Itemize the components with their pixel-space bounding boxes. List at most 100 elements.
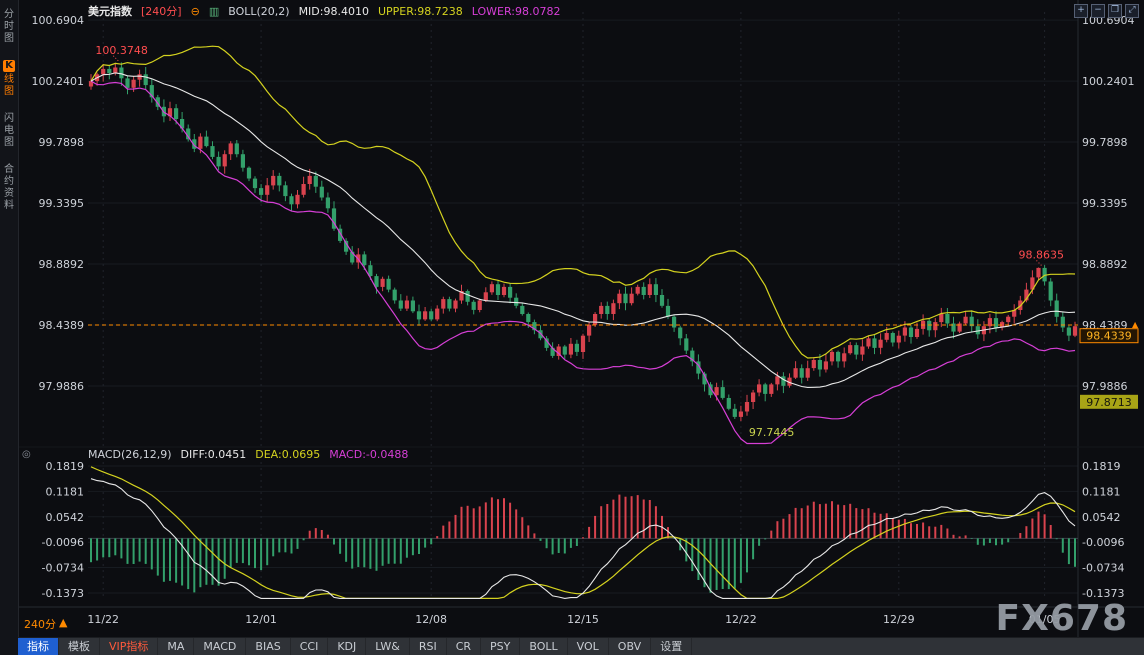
price-tick-left: 99.3395 [39,197,85,210]
macd-macd-value: MACD:-0.0488 [329,448,409,461]
sidebar-item-char: 分 [4,9,14,20]
toolbar-settings[interactable]: 设置 [651,638,693,655]
toolbar-ind-kdj[interactable]: KDJ [328,638,367,655]
price-tick-right: 98.8892 [1082,258,1128,271]
macd-diff-value: DIFF:0.0451 [180,448,247,461]
sidebar-item-char: 合 [4,164,14,175]
toolbar-ind-macd[interactable]: MACD [194,638,247,655]
sidebar-item-char: 线 [4,74,14,85]
band-price-badge: 97.8713 [1080,394,1138,409]
macd-tick-left: 0.1181 [46,485,85,498]
toolbar-ind-boll[interactable]: BOLL [520,638,568,655]
sidebar-item-char: 时 [4,21,14,32]
date-tick: 01/05 [1029,613,1061,626]
toolbar-ind-cr[interactable]: CR [447,638,482,655]
boll-upper-value: UPPER:98.7238 [377,4,463,18]
macd-tick-left: 0.1819 [46,460,85,473]
date-tick: 12/22 [725,613,757,626]
toolbar-tab-indicators[interactable]: 指标 [18,638,59,655]
toolbar-ind-vol[interactable]: VOL [568,638,609,655]
date-tick: 12/15 [567,613,599,626]
price-annotation: 97.7445 [749,426,795,439]
date-tick: 12/29 [883,613,915,626]
toolbar-ind-bias[interactable]: BIAS [246,638,291,655]
price-tick-left: 98.4389 [39,319,85,332]
macd-tick-right: 0.0542 [1082,511,1121,524]
chart-style-icon[interactable]: ▥ [208,4,220,18]
date-tick: 11/22 [87,613,119,626]
restore-icon[interactable]: ❐ [1108,4,1122,18]
price-up-arrow: ▲ [1132,320,1139,329]
price-tick-right: 100.2401 [1082,75,1135,88]
sidebar-item-char: 图 [4,86,14,97]
toolbar-tab-templates[interactable]: 模板 [59,638,100,655]
sidebar-item-contract-info[interactable]: 合约资料 [0,164,18,212]
toolbar-ind-obv[interactable]: OBV [609,638,652,655]
toolbar-tab-vip-indicators[interactable]: VIP指标 [100,638,159,655]
zoom-out-icon[interactable]: − [1091,4,1105,18]
sidebar-item-char: 约 [4,176,14,187]
window-controls: + − ❐ ⤢ [1074,4,1139,18]
badge-text: 98.4339 [1086,330,1132,343]
toolbar-ind-lw[interactable]: LW& [366,638,410,655]
watermark: FX678 [995,598,1128,639]
macd-tick-left: -0.1373 [42,587,84,600]
sidebar-item-char: 料 [4,200,14,211]
price-tick-left: 98.8892 [39,258,85,271]
sidebar-item-char: K [3,60,15,72]
fullscreen-icon[interactable]: ⤢ [1125,4,1139,18]
macd-tick-right: -0.1373 [1082,587,1124,600]
annotation-text: 98.8635 [1019,248,1065,261]
sidebar-item-char: 图 [4,33,14,44]
boll-upper-line [90,45,1076,359]
price-tick-left: 97.9886 [39,380,85,393]
grid-lines [18,0,1144,637]
annotation-text: 100.3748 [95,44,148,57]
toolbar-ind-ma[interactable]: MA [158,638,195,655]
annotation-text: 97.7445 [749,426,795,439]
price-annotation: 100.3748 [95,44,148,63]
sidebar-item-char: 闪 [4,113,14,124]
period-label: [240分] [141,5,182,18]
macd-indicator-label: MACD(26,12,9) [88,448,172,461]
sidebar-item-char: 资 [4,188,14,199]
collapse-icon[interactable]: ⊖ [190,4,200,18]
date-tick: 12/01 [245,613,277,626]
period-selector[interactable]: 240分 ▲ [24,616,67,632]
chevron-up-icon: ▲ [59,616,68,629]
boll-indicator-label: BOLL(20,2) [228,4,290,18]
toolbar-ind-rsi[interactable]: RSI [410,638,447,655]
boll-lower-line [90,80,1076,445]
zoom-in-icon[interactable]: + [1074,4,1088,18]
macd-tick-left: -0.0096 [42,536,84,549]
toolbar-ind-cci[interactable]: CCI [291,638,329,655]
price-tick-right: 97.9886 [1082,380,1128,393]
macd-tick-left: 0.0542 [46,511,85,524]
sidebar-item-flash-chart[interactable]: 闪电图 [0,113,18,149]
macd-tick-left: -0.0734 [42,562,84,575]
macd-tick-right: -0.0734 [1082,562,1124,575]
chart-header: 美元指数 [240分] ⊖ ▥ BOLL(20,2) MID:98.4010 U… [88,3,560,19]
last-price-badge: 98.4339 [1079,328,1139,344]
sidebar-item-time-chart[interactable]: 分时图 [0,9,18,45]
date-tick: 12/08 [415,613,447,626]
macd-header: MACD(26,12,9) DIFF:0.0451 DEA:0.0695 MAC… [88,448,408,461]
price-annotation: 98.8635 [1019,248,1065,267]
sidebar-item-char: 图 [4,137,14,148]
boll-mid-value: MID:98.4010 [298,4,369,18]
price-tick-left: 100.2401 [32,75,85,88]
bottom-toolbar: 指标 模板 VIP指标 MA MACD BIAS CCI KDJ LW& RSI CR PSY BOLL… [18,637,1144,655]
badge-text: 97.8713 [1086,396,1132,409]
panel-toggle-icon[interactable]: ◎ [22,449,31,460]
toolbar-ind-psy[interactable]: PSY [481,638,521,655]
period-selector-label: 240分 [24,618,56,631]
boll-lower-value: LOWER:98.0782 [471,4,561,18]
sidebar-item-char: 电 [4,125,14,136]
price-tick-right: 99.7898 [1082,136,1128,149]
boll-mid-line [90,72,1076,388]
symbol-title: 美元指数 [88,5,132,18]
